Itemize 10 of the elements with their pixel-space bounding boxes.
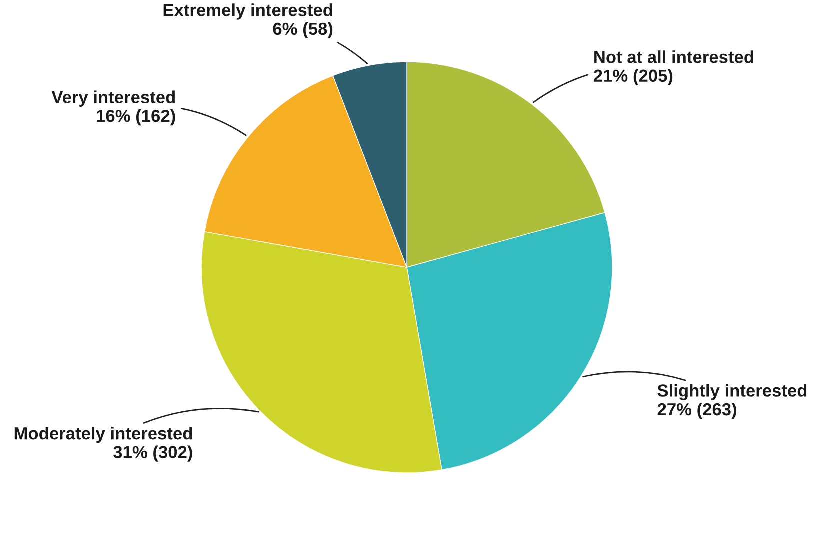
data-label: 16% (162)	[97, 109, 176, 126]
slice-label: Extremely interested	[164, 4, 332, 20]
data-label: 27% (263)	[658, 402, 736, 420]
data-label: 6% (58)	[273, 22, 333, 39]
slice-label: Not at all interested	[594, 50, 754, 64]
data-label: 21% (205)	[594, 69, 673, 86]
data-label: 31% (302)	[114, 446, 192, 462]
slice-label: Moderately interested	[14, 427, 192, 444]
slice-label: Very interested	[52, 90, 175, 107]
slice-label: Slightly interested	[658, 384, 807, 400]
